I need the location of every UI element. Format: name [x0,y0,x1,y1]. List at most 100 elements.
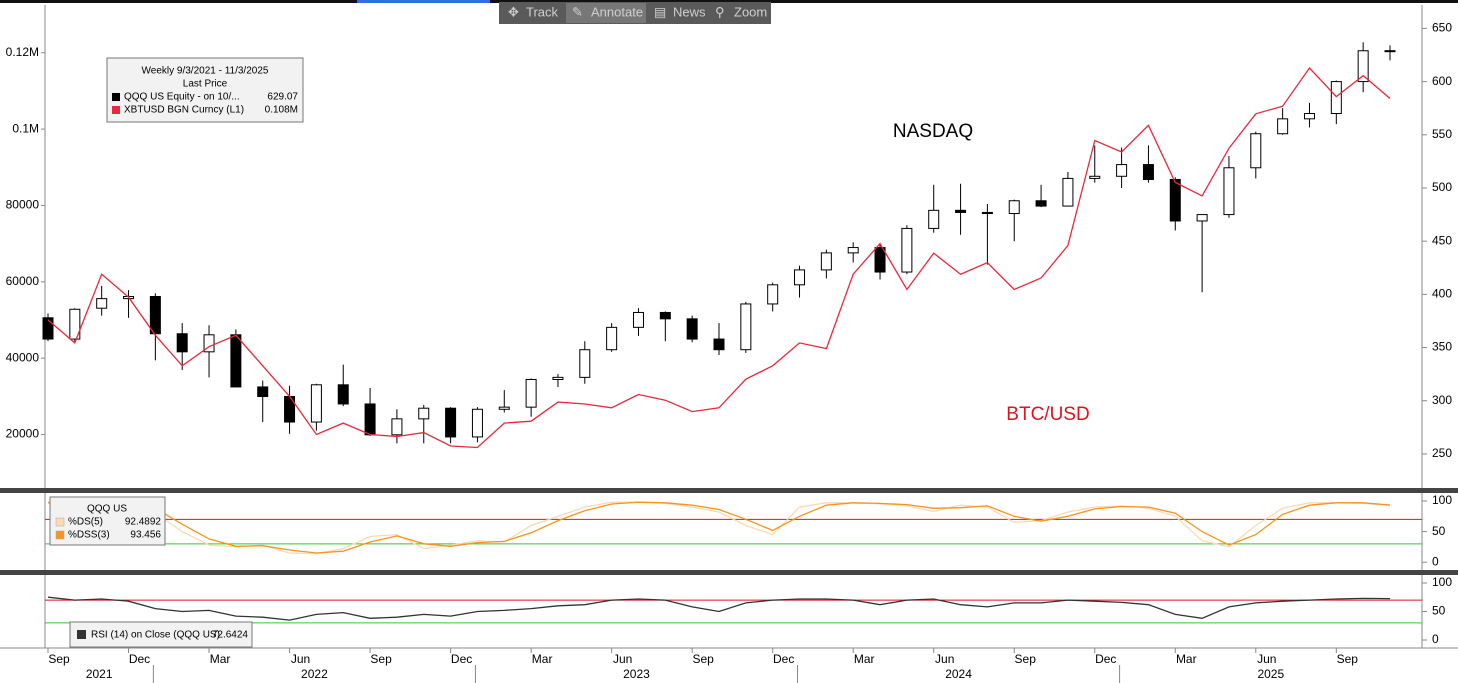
legend-label: XBTUSD BGN Curncy (L1) [124,105,244,116]
legend-swatch [77,630,86,639]
candle-body [230,334,242,388]
y-tick-label: 50 [1432,524,1446,538]
legend-value: 92.4892 [125,517,162,528]
top-bar [0,0,1458,3]
toolbar-icon: ✎ [572,4,583,19]
candle-body [471,408,483,438]
x-tick-label: Mar [210,652,231,666]
x-tick-label: Sep [48,652,70,666]
annotation: BTC/USD [1006,404,1089,425]
legend-value: 0.108M [265,105,298,116]
legend-title: Weekly 9/3/2021 - 11/3/2025 [142,66,269,77]
y-tick-label: 400 [1432,287,1452,301]
x-tick-label: Sep [1015,652,1037,666]
legend-box [106,57,304,123]
toolbar-button[interactable]: News [673,4,706,19]
legend-value: 93.456 [130,530,161,541]
candle-body [1196,214,1208,222]
y-tick-label: 0.12M [6,45,39,59]
legend-value: 72.6424 [212,630,249,641]
x-tick-label: Jun [1257,652,1276,666]
candle-body [659,311,671,320]
candle-body [445,407,457,438]
y-tick-label: 80000 [6,198,40,212]
x-tick-label: Sep [1337,652,1359,666]
candle-body [42,317,54,340]
candle-body [525,378,537,408]
candle-body [1142,164,1154,180]
y-tick-label: 600 [1432,74,1452,88]
x-tick-label: Jun [613,652,632,666]
legend-value: 629.07 [267,92,298,103]
toolbar-icon: ✥ [508,4,519,19]
toolbar-active [566,3,646,23]
y-tick-label: 650 [1432,21,1452,35]
x-tick-label: Dec [129,652,150,666]
candle-body [874,247,886,273]
candle-body [149,296,161,335]
candle-body [1089,175,1101,179]
toolbar-icon: ▤ [654,4,666,19]
legend-swatch [55,530,65,540]
y-tick-label: 350 [1432,340,1452,354]
year-label: 2021 [86,667,113,681]
y-tick-label: 50 [1432,604,1446,618]
y-tick-label: 100 [1432,575,1452,589]
candle-body [794,269,806,286]
legend-swatch [112,106,120,114]
candle-body [847,247,859,254]
year-label: 2023 [623,667,650,681]
y-tick-label: 550 [1432,127,1452,141]
candle-body [69,308,81,340]
candle-body [310,384,322,423]
candle-body [1384,50,1396,53]
y-tick-label: 20000 [6,427,40,441]
toolbar-icon: ⚲ [715,4,725,19]
y-tick-label: 60000 [6,274,40,288]
y-tick-label: 0 [1432,632,1439,646]
toolbar-button[interactable]: Annotate [591,4,643,19]
candle-body [1035,200,1047,207]
candle-body [740,303,752,351]
candle-body [606,326,618,351]
y-tick-label: 300 [1432,393,1452,407]
x-tick-label: Sep [692,652,714,666]
y-tick-label: 0.1M [12,121,39,135]
legend-label: %DS(5) [68,517,103,528]
legend-box [49,496,166,546]
panel-divider [0,570,1458,575]
candle-body [1303,113,1315,120]
toolbar-button[interactable]: Track [526,4,559,19]
candle-body [391,418,403,436]
candle-body [579,349,591,378]
toolbar: ✥ Track ✎ Annotate ▤ News ⚲ Zoom [499,2,771,24]
candle-body [257,386,269,398]
series-line [47,66,1391,449]
candle-body [498,406,510,410]
legend-label: RSI (14) on Close (QQQ US) [91,630,220,641]
candle-body [981,211,993,215]
x-tick-label: Dec [773,652,794,666]
candle-body [364,403,376,436]
candle-body [1116,164,1128,177]
top-bar-accent [357,0,490,3]
series-line [47,596,1391,621]
legend-label: QQQ US Equity - on 10/... [124,92,240,103]
legend-box [69,621,253,648]
toolbar-button[interactable]: Zoom [734,4,767,19]
legend-subtitle: Last Price [183,79,228,90]
candle-body [176,333,188,353]
y-tick-label: 0 [1432,554,1439,568]
candle-body [96,298,108,309]
year-label: 2025 [1257,667,1284,681]
candle-body [901,227,913,273]
panel-divider [0,488,1458,493]
candle-body [955,209,967,213]
candle-body [820,252,832,271]
y-tick-label: 100 [1432,493,1452,507]
legend-title: QQQ US [87,504,127,515]
candle-body [1223,167,1235,216]
x-tick-label: Jun [291,652,310,666]
x-tick-label: Mar [1176,652,1197,666]
